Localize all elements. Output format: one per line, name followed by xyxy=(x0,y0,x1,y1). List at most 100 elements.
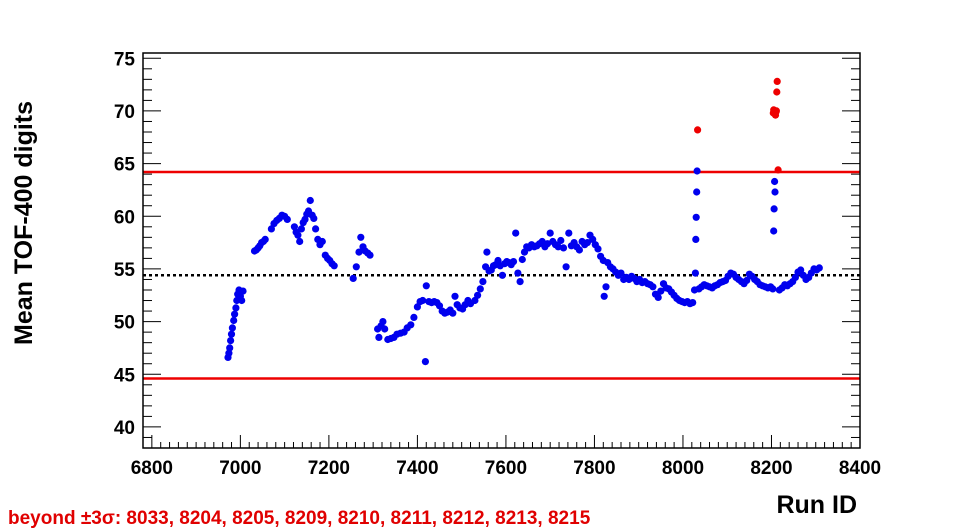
data-point xyxy=(562,263,570,271)
data-point xyxy=(483,248,491,256)
data-point xyxy=(649,283,657,291)
data-point xyxy=(312,225,320,233)
y-tick-label: 55 xyxy=(114,260,136,281)
data-point xyxy=(410,313,418,321)
y-tick-label: 45 xyxy=(114,365,136,386)
data-point xyxy=(771,177,779,186)
data-point xyxy=(283,215,291,223)
data-points xyxy=(224,77,823,366)
outlier-point xyxy=(772,107,781,115)
outlier-point xyxy=(773,88,781,96)
data-point xyxy=(375,333,383,341)
x-tick-label: 7200 xyxy=(308,458,350,479)
data-point xyxy=(743,276,751,285)
data-point xyxy=(407,321,415,329)
data-point xyxy=(330,262,338,270)
data-point xyxy=(422,282,430,290)
data-point xyxy=(296,237,304,246)
data-point xyxy=(654,293,662,301)
x-axis-title: Run ID xyxy=(776,491,857,519)
data-point xyxy=(379,318,387,326)
data-point xyxy=(516,278,524,286)
x-tick-label: 8400 xyxy=(839,458,881,479)
data-point xyxy=(769,285,777,293)
y-tick-label: 70 xyxy=(114,102,135,123)
data-point xyxy=(306,196,314,205)
data-point xyxy=(352,263,360,271)
data-point xyxy=(231,310,239,318)
data-point xyxy=(349,274,357,282)
data-point xyxy=(366,251,374,259)
data-point xyxy=(413,303,421,311)
plot-frame xyxy=(142,52,861,449)
data-point xyxy=(435,302,444,310)
data-point xyxy=(230,316,238,325)
x-tick-label: 7000 xyxy=(219,458,261,479)
data-point xyxy=(318,237,326,246)
data-point xyxy=(476,285,484,293)
outlier-run-list: beyond ±3σ: 8033, 8204, 8205, 8209, 8210… xyxy=(8,508,591,529)
data-point xyxy=(498,271,506,279)
data-point xyxy=(355,248,363,256)
y-tick-label: 65 xyxy=(114,155,136,176)
data-point xyxy=(617,269,625,277)
data-point xyxy=(512,229,520,237)
y-tick-label: 60 xyxy=(114,207,135,228)
data-point xyxy=(692,235,700,243)
data-point xyxy=(381,325,389,333)
data-point xyxy=(294,231,302,239)
data-point xyxy=(815,264,823,272)
data-point xyxy=(557,236,565,245)
data-point xyxy=(297,225,305,233)
axes xyxy=(142,52,861,449)
outlier-point xyxy=(694,126,702,134)
tick-labels: 6800 7000 7200 7400 7600 7800 8000 8200 8400 40 45… xyxy=(114,49,881,479)
x-tick-label: 8000 xyxy=(662,458,704,479)
x-tick-label: 7600 xyxy=(485,458,527,479)
y-tick-label: 75 xyxy=(114,49,136,70)
data-point xyxy=(559,244,568,252)
data-point xyxy=(310,214,318,222)
data-point xyxy=(225,349,233,357)
data-point xyxy=(594,245,602,253)
data-point xyxy=(518,255,526,264)
data-point xyxy=(565,229,573,237)
data-point xyxy=(421,358,429,366)
data-point xyxy=(693,188,701,196)
data-point xyxy=(227,337,235,345)
data-point xyxy=(546,229,554,237)
data-point xyxy=(770,205,778,213)
data-point xyxy=(228,324,236,332)
limit-lines xyxy=(143,170,860,380)
data-point xyxy=(261,235,269,243)
data-point xyxy=(226,344,234,352)
outlier-point xyxy=(774,166,782,174)
data-point xyxy=(451,292,459,300)
data-point xyxy=(474,291,482,299)
y-tick-label: 50 xyxy=(114,313,135,334)
data-point xyxy=(227,330,236,338)
data-point xyxy=(238,296,246,305)
data-point xyxy=(602,283,610,291)
data-point xyxy=(692,213,700,221)
data-point xyxy=(479,278,487,286)
y-tick-label: 40 xyxy=(114,418,135,439)
x-tick-label: 6800 xyxy=(131,458,173,479)
data-point xyxy=(693,167,701,175)
data-point xyxy=(770,227,778,235)
data-point xyxy=(583,239,592,247)
data-point xyxy=(509,258,518,266)
data-point xyxy=(419,296,427,305)
data-point xyxy=(514,269,522,277)
data-point xyxy=(357,233,365,241)
data-point xyxy=(689,299,697,307)
x-tick-label: 7400 xyxy=(396,458,438,479)
data-point xyxy=(575,246,584,254)
data-point xyxy=(232,304,240,312)
x-tick-label: 7800 xyxy=(573,458,615,479)
data-point xyxy=(600,292,608,300)
y-axis-title: Mean TOF-400 digits xyxy=(10,101,38,345)
data-point xyxy=(239,287,247,295)
data-point xyxy=(449,309,457,317)
